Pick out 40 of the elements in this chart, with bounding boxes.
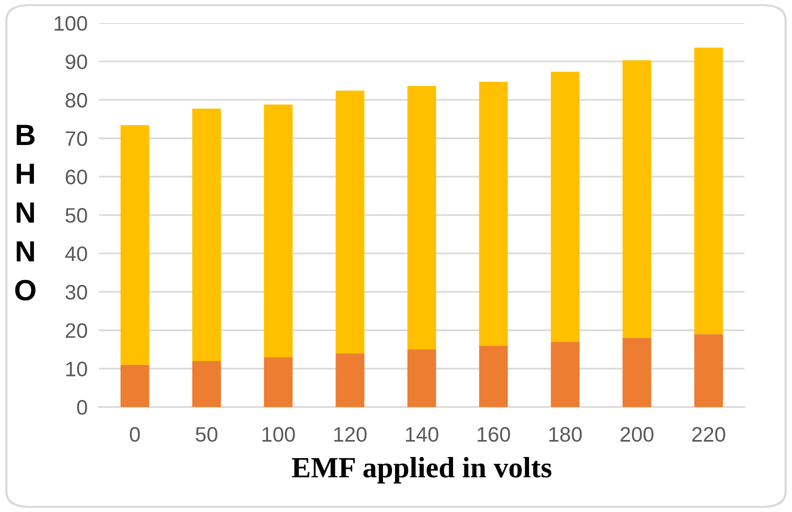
y-tick-label: 100 <box>54 16 88 31</box>
x-tick-label: 140 <box>406 427 438 442</box>
y-tick-label: 30 <box>66 284 88 300</box>
x-tick-label: 200 <box>620 427 654 442</box>
x-tick-label: 50 <box>196 427 218 442</box>
bar <box>622 338 652 408</box>
bar <box>622 60 652 338</box>
bar <box>192 108 221 361</box>
y-tick-label: 70 <box>66 131 88 146</box>
x-tick-label: 220 <box>692 427 726 442</box>
y-tick-label: 10 <box>66 362 88 376</box>
bar <box>550 72 580 342</box>
bar <box>479 82 508 346</box>
bar <box>192 360 221 408</box>
y-tick-label: 80 <box>66 92 88 108</box>
bar <box>694 48 723 334</box>
y-tick-label: 50 <box>66 208 88 223</box>
y-axis-title: BHNNO <box>15 124 36 300</box>
y-tick-label: 40 <box>65 246 88 262</box>
y-tick-label: 90 <box>66 54 88 70</box>
x-tick-label: 100 <box>262 427 295 442</box>
y-tick-label: 60 <box>66 170 88 184</box>
y-tick-label: 20 <box>66 323 88 338</box>
x-tick-label: 180 <box>549 427 582 442</box>
bar <box>407 86 436 350</box>
x-tick-label: 0 <box>130 427 140 442</box>
bar <box>694 334 723 408</box>
x-axis-title: EMF applied in volts <box>292 457 552 484</box>
bar <box>550 342 580 408</box>
bar <box>407 349 436 408</box>
bar <box>120 364 150 408</box>
x-tick-label: 160 <box>478 427 510 442</box>
x-tick-label: 120 <box>334 427 367 442</box>
y-tick-label: 0 <box>77 400 88 415</box>
bar <box>120 125 150 365</box>
bar <box>336 90 364 354</box>
bar <box>264 357 293 408</box>
bar <box>264 104 293 358</box>
bar <box>336 353 364 408</box>
bar <box>479 346 508 408</box>
